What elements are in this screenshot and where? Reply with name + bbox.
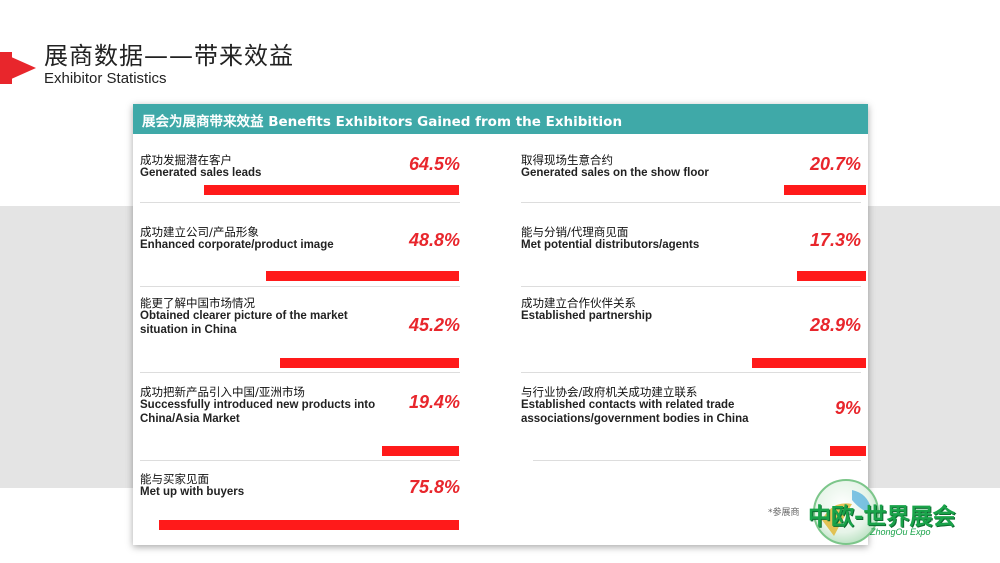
benefit-percent: 75.8% xyxy=(408,477,460,497)
benefit-percent: 64.5% xyxy=(408,154,460,174)
benefit-label-cn: 成功发掘潜在客户 xyxy=(140,153,232,167)
benefit-label-en: Established contacts with related trade … xyxy=(521,399,749,425)
divider xyxy=(140,372,460,373)
benefit-item-new-products: 成功把新产品引入中国/亚洲市场 Successfully introduced … xyxy=(140,384,460,444)
divider xyxy=(140,286,460,287)
expo-logo-text: 中欧-世界展会 xyxy=(808,504,956,530)
benefit-label-en: Met potential distributors/agents xyxy=(521,239,700,251)
benefit-item-trade-contacts: 与行业协会/政府机关成功建立联系 Established contacts wi… xyxy=(521,384,861,444)
benefit-percent: 28.9% xyxy=(809,315,861,335)
benefit-item-distributors: 能与分销/代理商见面 Met potential distributors/ag… xyxy=(521,224,861,274)
benefit-percent: 9% xyxy=(834,398,861,418)
title-marker-arrow-icon xyxy=(0,52,36,84)
benefit-bar xyxy=(830,446,866,456)
footnote: *参展商 xyxy=(768,508,800,518)
benefit-bar xyxy=(159,520,459,530)
benefit-label-cn: 能与分销/代理商见面 xyxy=(521,225,629,239)
card-header: 展会为展商带来效益 Benefits Exhibitors Gained fro… xyxy=(133,104,868,134)
benefit-percent: 20.7% xyxy=(809,154,861,174)
benefit-bar xyxy=(797,271,866,281)
benefit-label-cn: 成功把新产品引入中国/亚洲市场 xyxy=(140,385,305,399)
benefit-bar xyxy=(382,446,459,456)
benefit-label-en: Obtained clearer picture of the market s… xyxy=(140,310,348,336)
divider xyxy=(140,460,460,461)
benefit-label-en: Established partnership xyxy=(521,310,653,322)
page-title: 展商数据——带来效益 xyxy=(44,42,294,70)
benefit-percent: 19.4% xyxy=(408,392,460,412)
benefit-percent: 45.2% xyxy=(408,315,460,335)
divider xyxy=(140,202,460,203)
benefit-label-cn: 取得现场生意合约 xyxy=(521,153,613,167)
benefit-bar xyxy=(280,358,459,368)
benefit-item-met-buyers: 能与买家见面 Met up with buyers 75.8% xyxy=(140,471,460,521)
expo-logo-subtext: ZhongOu Expo xyxy=(870,527,931,537)
page-subtitle: Exhibitor Statistics xyxy=(44,70,167,87)
benefit-percent: 48.8% xyxy=(408,230,460,250)
benefit-label-en: Enhanced corporate/product image xyxy=(140,239,334,251)
benefit-label-cn: 与行业协会/政府机关成功建立联系 xyxy=(521,385,698,399)
divider xyxy=(533,460,861,461)
benefit-label-cn: 成功建立公司/产品形象 xyxy=(140,225,259,239)
benefit-label-cn: 能与买家见面 xyxy=(140,472,209,486)
benefit-item-sales-leads: 成功发掘潜在客户 Generated sales leads 64.5% xyxy=(140,152,460,202)
benefit-label-en: Generated sales on the show floor xyxy=(521,167,709,179)
benefit-item-show-floor-sales: 取得现场生意合约 Generated sales on the show flo… xyxy=(521,152,861,202)
benefits-card: 展会为展商带来效益 Benefits Exhibitors Gained fro… xyxy=(133,104,868,545)
benefit-label-cn: 成功建立合作伙伴关系 xyxy=(521,296,636,310)
benefit-item-partnership: 成功建立合作伙伴关系 Established partnership 28.9% xyxy=(521,295,861,355)
benefit-label-en: Successfully introduced new products int… xyxy=(140,399,376,425)
benefit-bar xyxy=(752,358,866,368)
divider xyxy=(521,372,861,373)
benefit-label-en: Met up with buyers xyxy=(140,486,245,498)
benefit-label-en: Generated sales leads xyxy=(140,167,262,179)
benefit-item-corporate-image: 成功建立公司/产品形象 Enhanced corporate/product i… xyxy=(140,224,460,274)
benefit-percent: 17.3% xyxy=(809,230,861,250)
benefit-label-cn: 能更了解中国市场情况 xyxy=(140,296,255,310)
benefit-item-market-picture: 能更了解中国市场情况 Obtained clearer picture of t… xyxy=(140,295,460,355)
divider xyxy=(521,286,861,287)
benefit-bar xyxy=(266,271,459,281)
benefit-bar xyxy=(204,185,459,195)
benefit-bar xyxy=(784,185,866,195)
divider xyxy=(521,202,861,203)
expo-logo-globe-icon xyxy=(813,479,879,545)
